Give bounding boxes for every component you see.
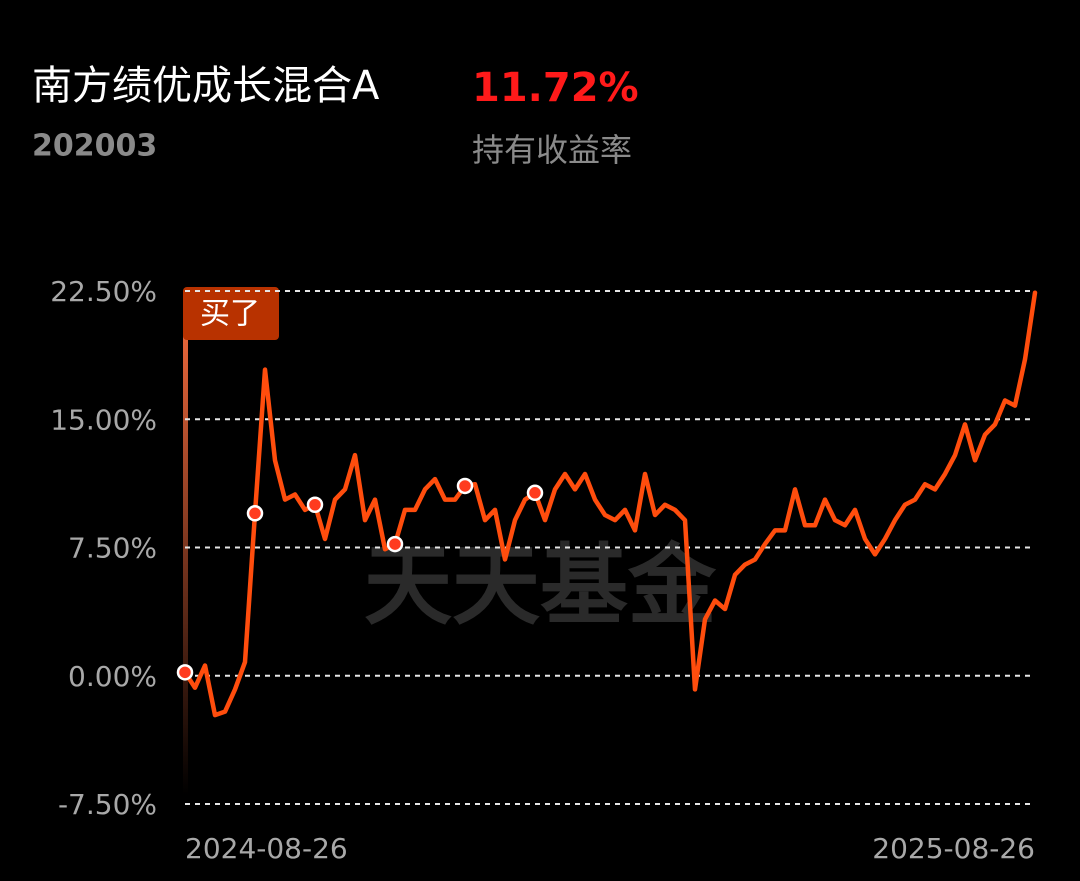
y-tick-label: 7.50% xyxy=(68,532,157,565)
fund-code: 202003 xyxy=(32,129,157,164)
buy-marker xyxy=(306,496,324,513)
return-value: 11.72% xyxy=(472,65,639,111)
buy-marker xyxy=(386,535,404,553)
x-tick-label: 2025-08-26 xyxy=(872,832,1035,865)
return-label: 持有收益率 xyxy=(472,131,632,169)
y-tick-label: 22.50% xyxy=(50,275,157,308)
fund-title: 南方绩优成长混合A xyxy=(32,63,380,109)
buy-marker xyxy=(246,505,264,522)
y-tick-label: 15.00% xyxy=(50,403,157,436)
fund-line xyxy=(182,290,1038,718)
y-tick-label: -7.50% xyxy=(58,788,157,821)
y-tick-label: 0.00% xyxy=(68,660,157,693)
plot: -7.50% 0.00% 7.50% 15.00% 22.50% 2024-08-26 20… xyxy=(50,275,1038,865)
watermark: 天天基金 xyxy=(364,534,717,637)
buy-marker xyxy=(176,664,194,681)
buy-tag-label: 买了 xyxy=(200,297,260,332)
buy-tag xyxy=(183,287,279,340)
buy-marker xyxy=(526,484,544,502)
buy-marker xyxy=(456,477,474,495)
x-tick-label: 2024-08-26 xyxy=(185,832,348,865)
buy-line xyxy=(183,330,188,795)
